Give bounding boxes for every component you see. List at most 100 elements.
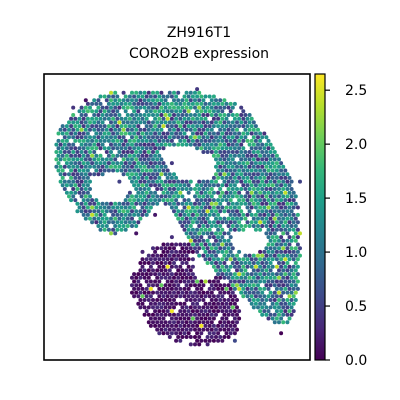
expression-spot [190,279,195,284]
expression-spot [220,338,225,343]
expression-spot [258,168,263,173]
expression-spot [184,113,189,117]
expression-spot [148,94,153,99]
expression-spot [279,279,284,284]
expression-spot [188,187,193,191]
expression-spot [146,90,151,95]
expression-spot [146,157,151,162]
expression-spot [205,142,210,147]
expression-spot [109,231,113,236]
expression-spot [155,127,160,132]
expression-spot [203,190,208,195]
expression-spot [260,224,265,228]
expression-spot [228,257,233,262]
expression-spot [163,268,168,273]
expression-spot [73,168,78,173]
expression-spot [186,242,191,247]
expression-spot [60,168,65,173]
expression-spot [75,120,80,125]
expression-spot [134,283,139,288]
expression-spot [64,146,69,151]
expression-spot [83,201,88,206]
expression-spot [163,164,168,169]
expression-spot [214,312,218,317]
expression-spot [157,175,162,180]
expression-spot [125,172,130,177]
expression-spot [58,164,63,169]
expression-spot [184,120,189,125]
expression-spot [119,153,124,158]
expression-spot [260,172,265,177]
expression-spot [169,190,174,195]
expression-spot [262,205,267,210]
expression-spot [226,164,231,169]
expression-spot [201,209,206,214]
expression-spot [287,212,292,217]
expression-spot [155,312,160,317]
expression-spot [253,212,258,217]
expression-spot [96,98,101,103]
expression-spot [148,316,153,321]
expression-spot [214,113,218,117]
expression-spot [207,205,212,210]
expression-spot [211,323,216,328]
expression-spot [226,120,231,125]
expression-spot [211,205,216,210]
expression-spot [159,261,164,265]
expression-spot [111,131,116,136]
expression-spot [96,216,101,221]
expression-spot [235,253,239,258]
expression-spot [123,109,128,114]
expression-spot [188,209,193,214]
expression-spot [266,220,271,225]
colorbar-tick-label: 0.0 [345,353,367,369]
expression-spot [222,238,227,243]
expression-spot [207,323,212,328]
expression-spot [172,113,176,117]
expression-spot [197,135,202,140]
expression-spot [289,275,294,280]
expression-spot [138,268,143,273]
expression-spot [62,172,67,177]
expression-spot [277,187,281,191]
expression-spot [77,109,82,114]
expression-spot [197,187,202,191]
expression-spot [243,216,248,221]
expression-spot [136,131,141,136]
expression-spot [258,175,263,180]
expression-spot [232,220,237,225]
expression-spot [134,231,139,236]
expression-spot [167,312,172,317]
expression-spot [104,209,109,214]
expression-spot [199,323,204,328]
expression-spot [102,138,107,143]
expression-spot [148,264,153,269]
expression-spot [161,316,166,321]
expression-spot [220,264,225,269]
expression-spot [167,90,172,95]
expression-spot [274,175,279,180]
expression-spot [67,120,71,125]
expression-spot [226,231,231,236]
expression-spot [205,135,210,140]
expression-spot [71,113,76,117]
expression-spot [176,127,181,132]
expression-spot [287,227,292,232]
expression-spot [184,231,189,236]
expression-spot [279,183,284,188]
expression-spot [190,249,195,254]
expression-spot [88,105,92,110]
expression-spot [214,327,218,332]
expression-spot [153,272,158,277]
expression-spot [190,138,195,143]
expression-spot [92,135,97,140]
expression-spot [123,146,128,151]
expression-spot [230,209,235,214]
expression-spot [62,135,67,140]
expression-spot [140,94,145,99]
expression-spot [258,161,263,166]
expression-spot [83,187,88,191]
expression-spot [186,116,191,121]
expression-spot [293,231,298,236]
expression-spot [98,116,103,121]
